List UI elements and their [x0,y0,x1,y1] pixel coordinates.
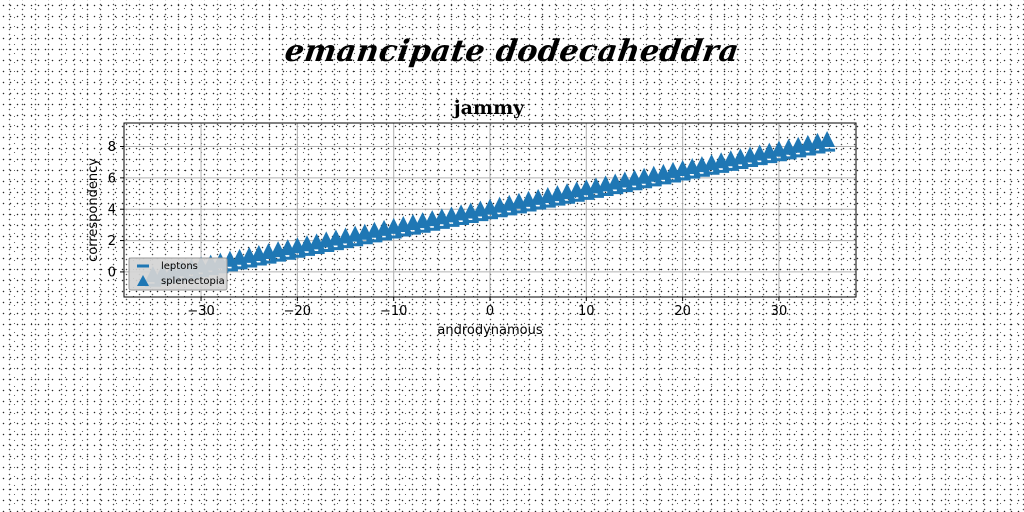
y-tick-label: 6 [108,171,116,186]
x-tick-label: −20 [284,304,311,319]
legend: leptons splenectopia [128,257,228,291]
chart-title: jammy [452,97,525,119]
x-tick-label: 20 [674,304,691,319]
y-axis-label: correspondency [86,158,101,262]
legend-marker-splenectopia [137,275,149,286]
axis-ticks: −30 −20 −10 0 10 20 30 0 2 4 6 8 [108,140,788,319]
legend-label-leptons: leptons [161,261,198,272]
x-tick-label: −10 [380,304,407,319]
series-layer [144,130,836,287]
y-tick-label: 2 [108,234,116,249]
y-tick-label: 0 [108,265,116,280]
legend-box [128,257,228,291]
x-tick-label: 30 [771,304,788,319]
y-tick-label: 4 [108,203,116,218]
legend-label-splenectopia: splenectopia [161,276,225,287]
x-tick-label: 0 [486,304,494,319]
x-tick-label: −30 [187,304,214,319]
y-tick-label: 8 [108,140,116,155]
x-axis-label: androdynamous [437,323,542,338]
grid-lines [124,123,856,297]
x-tick-label: 10 [578,304,595,319]
data-point-triangle [819,130,836,147]
